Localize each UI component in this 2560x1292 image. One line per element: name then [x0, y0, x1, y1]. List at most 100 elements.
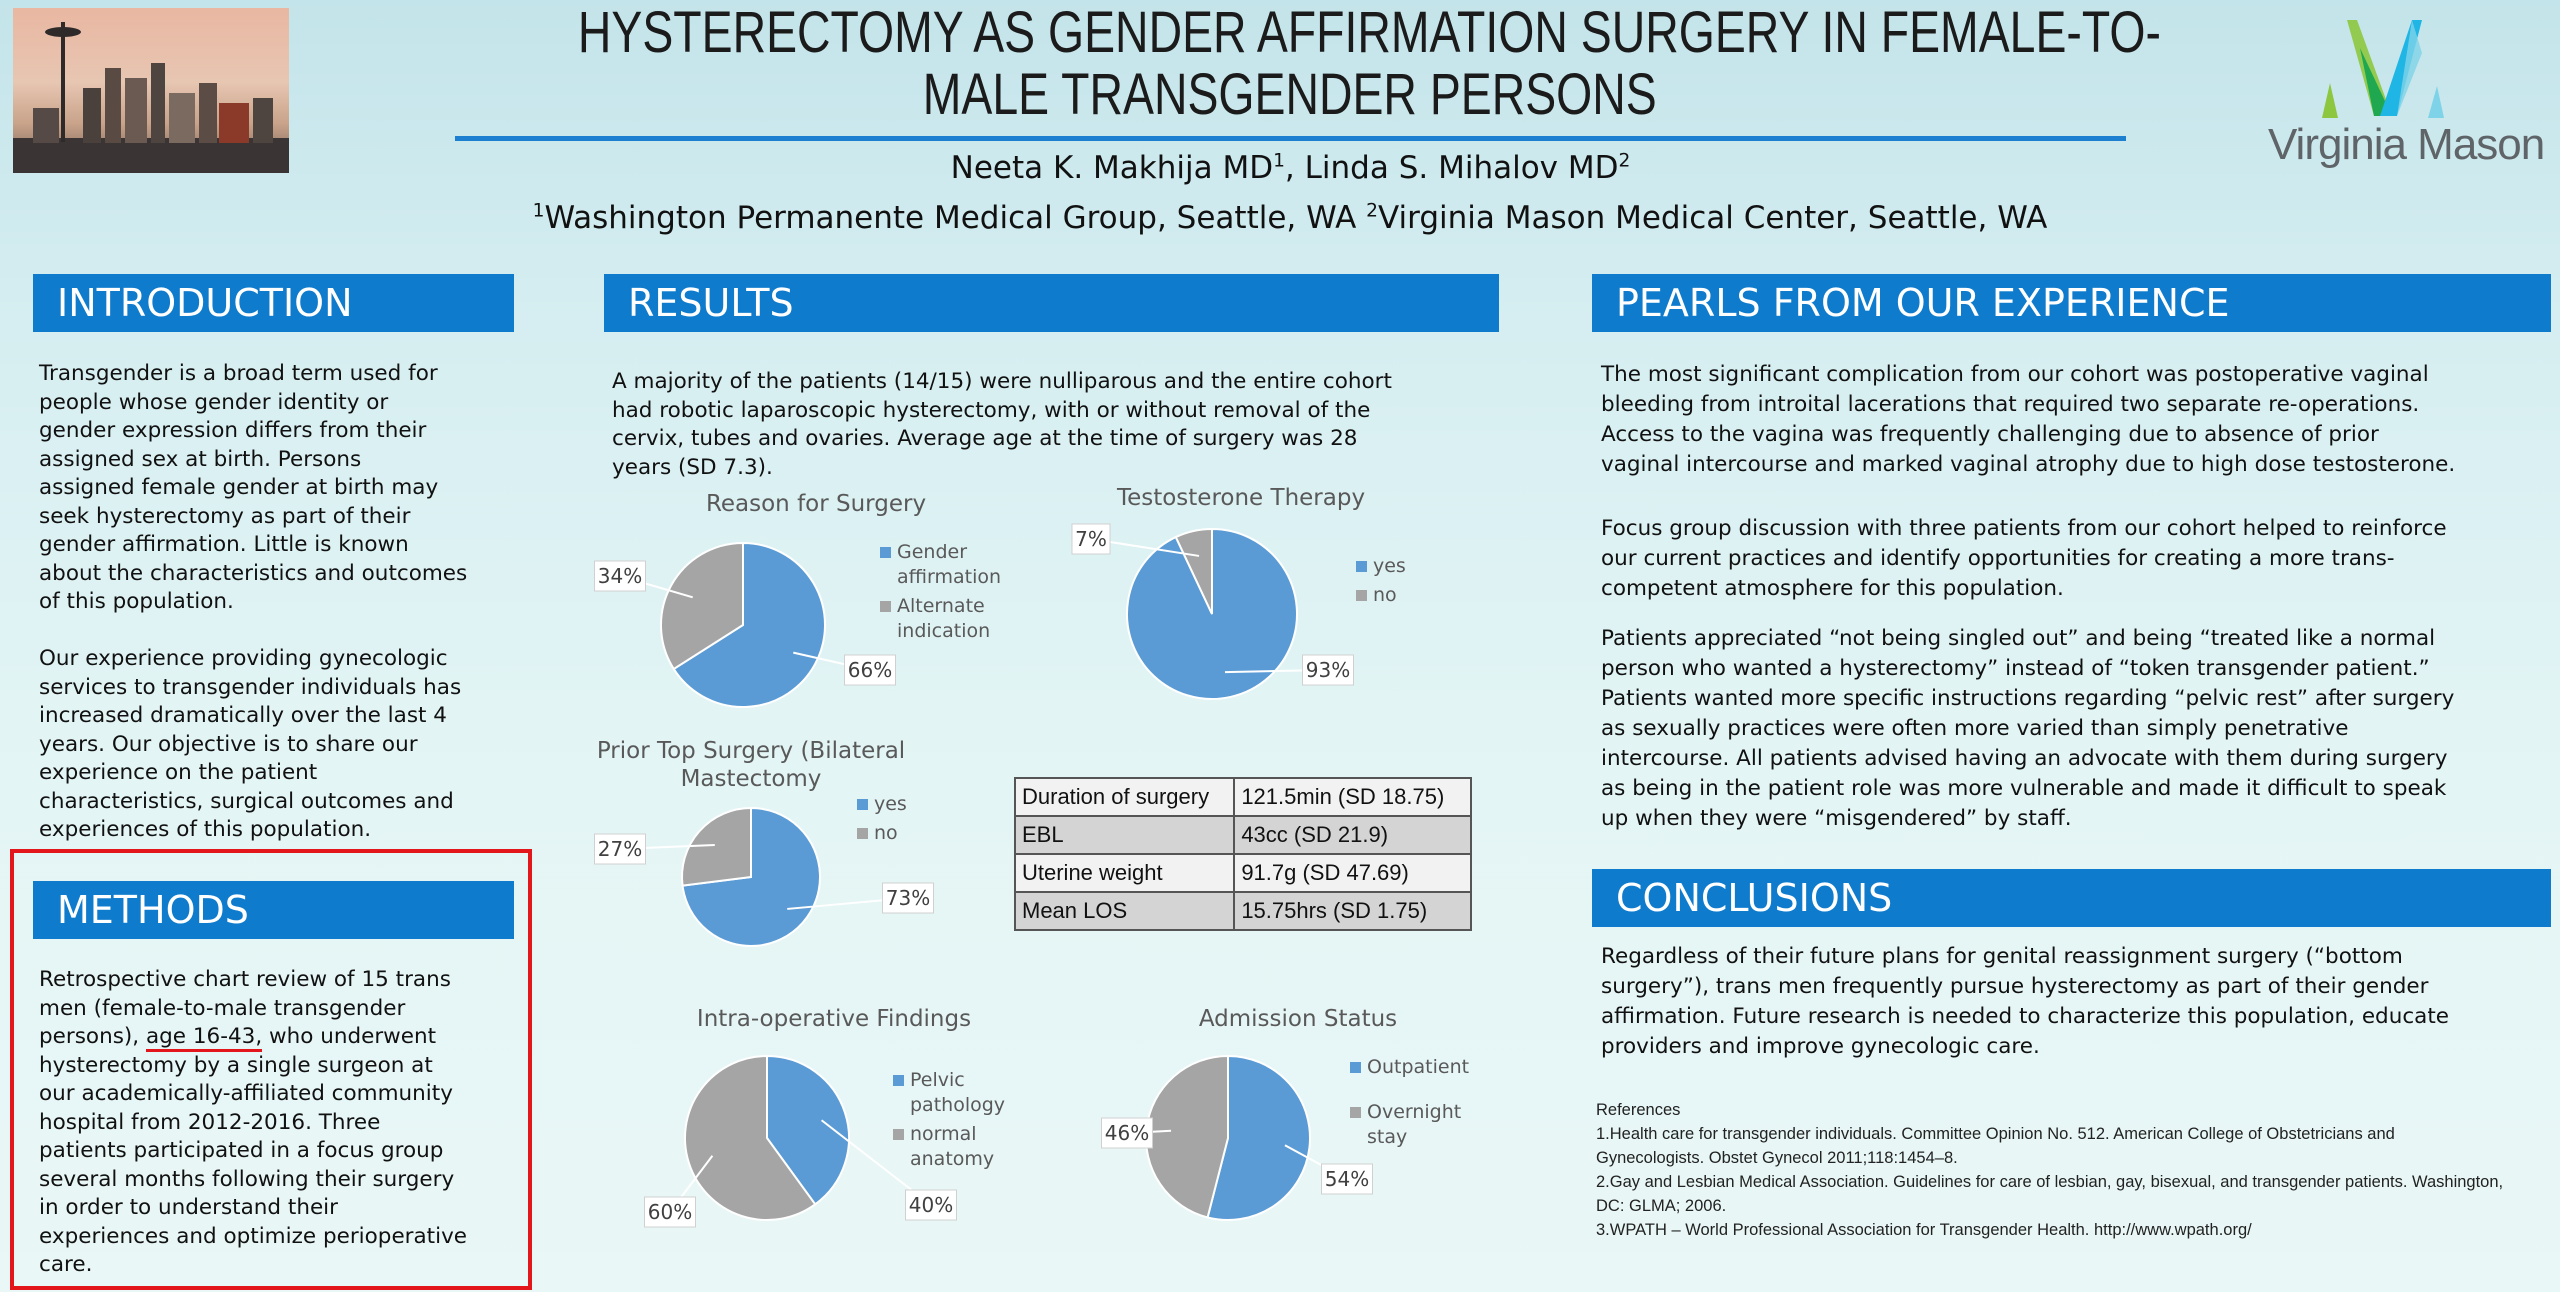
- legend-item: Alternate indication: [880, 594, 1001, 644]
- legend-label: yes: [874, 793, 907, 815]
- logo-mark-icon: [2322, 20, 2444, 118]
- data-label: 73%: [886, 886, 930, 910]
- chart-top-surgery-title: Prior Top Surgery (Bilateral Mastectomy: [596, 738, 906, 792]
- label-leader-line: [793, 651, 871, 671]
- legend-label: no: [874, 822, 898, 844]
- legend-item: no: [857, 821, 907, 846]
- data-label: 54%: [1325, 1167, 1369, 1191]
- author-1: Neeta K. Makhija MD: [950, 150, 1274, 186]
- data-label-box: [594, 560, 646, 592]
- data-label: 40%: [909, 1193, 953, 1217]
- legend-item: no: [1356, 583, 1406, 608]
- table-row: Duration of surgery 121.5min (SD 18.75): [1013, 777, 1472, 817]
- introduction-heading: INTRODUCTION: [33, 274, 514, 332]
- pie-slice: [1126, 527, 1298, 700]
- chart-intraop-legend: Pelvic pathology normal anatomy: [893, 1068, 1005, 1176]
- table-value: 43cc (SD 21.9): [1233, 815, 1472, 855]
- legend-item: Overnight stay: [1350, 1100, 1469, 1150]
- legend-item: Pelvic pathology: [893, 1068, 1005, 1118]
- title-line-1: HYSTERECTOMY AS GENDER AFFIRMATION SURGE…: [577, 0, 2161, 65]
- methods-text-after: who underwent hysterectomy by a single s…: [39, 1024, 468, 1277]
- table-value: 121.5min (SD 18.75): [1233, 777, 1472, 817]
- data-label: 27%: [598, 837, 642, 861]
- table-label: Uterine weight: [1013, 853, 1236, 893]
- data-label: 93%: [1306, 658, 1350, 682]
- author-separator: ,: [1284, 150, 1305, 186]
- legend-label: Alternate indication: [897, 595, 991, 642]
- results-heading: RESULTS: [604, 274, 1499, 332]
- table-value: 15.75hrs (SD 1.75): [1233, 891, 1472, 931]
- data-label-box: [1302, 654, 1354, 686]
- pearls-heading: PEARLS FROM OUR EXPERIENCE: [1592, 274, 2551, 332]
- methods-heading: METHODS: [33, 881, 514, 939]
- legend-label: Overnight stay: [1367, 1101, 1462, 1148]
- pie-slice: [1174, 527, 1213, 615]
- introduction-paragraph-2: Our experience providing gynecologic ser…: [39, 646, 462, 842]
- legend-swatch: [1350, 1062, 1361, 1073]
- affil-1: Washington Permanente Medical Group, Sea…: [544, 200, 1367, 236]
- chart-intraop-title: Intra-operative Findings: [696, 1006, 972, 1032]
- seattle-skyline-photo: [13, 8, 289, 173]
- chart-reason-title: Reason for Surgery: [705, 491, 927, 517]
- legend-label: yes: [1373, 555, 1406, 577]
- pie-slice: [672, 541, 826, 708]
- legend-item: Gender affirmation: [880, 540, 1001, 590]
- virginia-mason-logo: Virginia Mason: [2262, 8, 2552, 173]
- label-leader-line: [1090, 538, 1200, 557]
- chart-reason-legend: Gender affirmation Alternate indication: [880, 540, 1001, 648]
- legend-label: Outpatient: [1367, 1056, 1470, 1078]
- data-label: 34%: [598, 564, 642, 588]
- chart-testosterone-title: Testosterone Therapy: [1116, 485, 1366, 511]
- pie-slice: [766, 1054, 850, 1206]
- table-label: EBL: [1013, 815, 1236, 855]
- legend-label: Pelvic pathology: [910, 1069, 1006, 1116]
- chart-admission-title: Admission Status: [1198, 1006, 1398, 1032]
- label-leader-line: [1224, 669, 1329, 674]
- pearls-paragraph-2: Focus group discussion with three patien…: [1601, 516, 2447, 601]
- affil-1-sup: 1: [532, 200, 545, 222]
- author-2-sup: 2: [1618, 150, 1631, 172]
- legend-swatch: [857, 828, 868, 839]
- conclusions-heading: CONCLUSIONS: [1592, 869, 2551, 927]
- data-label-box: [1071, 523, 1111, 555]
- conclusions-paragraph: Regardless of their future plans for gen…: [1601, 944, 2449, 1059]
- label-leader-line: [669, 1155, 714, 1213]
- table-label: Duration of surgery: [1013, 777, 1236, 817]
- legend-label: Gender affirmation: [897, 541, 1002, 588]
- legend-item: normal anatomy: [893, 1122, 1005, 1172]
- legend-item: Outpatient: [1350, 1055, 1469, 1080]
- pie-slice: [681, 806, 752, 887]
- pearls-paragraph-3: Patients appreciated “not being singled …: [1601, 626, 2455, 831]
- data-label-box: [1101, 1117, 1153, 1149]
- label-leader-line: [787, 897, 909, 910]
- data-label-box: [594, 833, 646, 865]
- data-label-box: [905, 1189, 957, 1221]
- pie-slice: [681, 806, 821, 947]
- poster-title: HYSTERECTOMY AS GENDER AFFIRMATION SURGE…: [380, 2, 2200, 126]
- data-label-box: [1321, 1163, 1373, 1195]
- legend-swatch: [880, 547, 891, 558]
- affil-2: Virginia Mason Medical Center, Seattle, …: [1378, 200, 2048, 236]
- table-row: Mean LOS 15.75hrs (SD 1.75): [1013, 891, 1472, 931]
- chart-top-surgery-legend: yes no: [857, 792, 907, 850]
- pie-slice: [1145, 1054, 1229, 1219]
- reference-item: 2.Gay and Lesbian Medical Association. G…: [1596, 1173, 2504, 1215]
- legend-item: yes: [1356, 554, 1406, 579]
- label-leader-line: [1126, 1129, 1172, 1134]
- results-paragraph: A majority of the patients (14/15) were …: [612, 369, 1392, 480]
- data-label-box: [644, 1196, 696, 1228]
- label-leader-line: [619, 575, 693, 599]
- author-1-sup: 1: [1273, 150, 1285, 172]
- table-row: Uterine weight 91.7g (SD 47.69): [1013, 853, 1472, 893]
- table-row: EBL 43cc (SD 21.9): [1013, 815, 1472, 855]
- pie-slice: [684, 1054, 817, 1221]
- label-leader-line: [1284, 1144, 1348, 1180]
- legend-swatch: [893, 1075, 904, 1086]
- data-label-box: [844, 654, 896, 686]
- legend-swatch: [1356, 590, 1367, 601]
- references-heading: References: [1596, 1101, 1681, 1119]
- affil-2-sup: 2: [1366, 200, 1378, 222]
- data-label: 60%: [648, 1200, 692, 1224]
- legend-label: normal anatomy: [910, 1123, 995, 1170]
- logo-text: Virginia Mason: [2268, 120, 2545, 169]
